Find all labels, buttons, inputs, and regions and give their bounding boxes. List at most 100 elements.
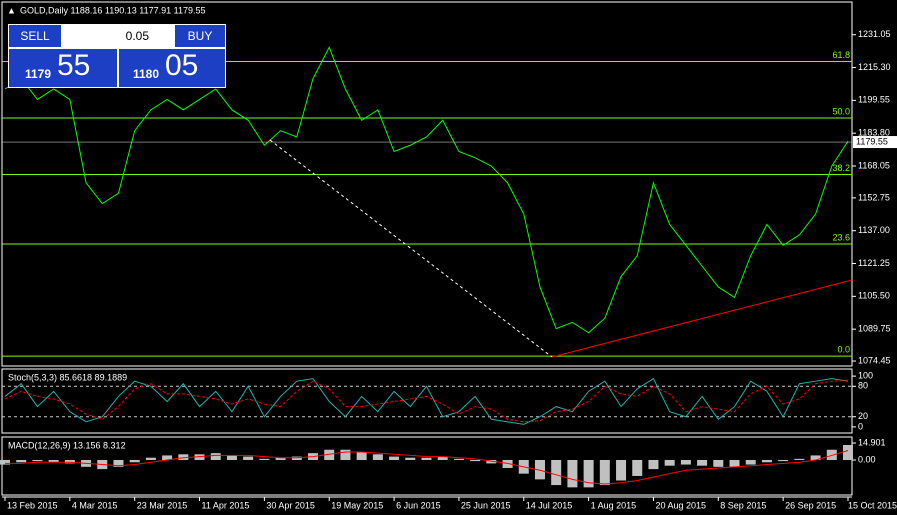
lot-input[interactable]: 0.05 [63, 25, 173, 47]
y-tick-label: 1152.75 [858, 192, 890, 202]
histogram-bar [48, 459, 59, 463]
histogram-bar [761, 459, 772, 463]
histogram-bar [16, 459, 27, 463]
histogram-bar [291, 456, 302, 460]
lot-value: 0.05 [125, 29, 149, 43]
y-tick-label: 1215.30 [858, 62, 891, 72]
x-tick-label: 1 Aug 2015 [591, 500, 637, 510]
histogram-bar [664, 459, 675, 466]
fib-label: 61.8 [832, 50, 850, 60]
y-tick-label: 14.901 [858, 437, 886, 447]
y-tick-label: 0 [858, 421, 863, 431]
histogram-bar [340, 449, 351, 460]
bid-small: 55 [57, 49, 91, 82]
y-tick-label: 1199.55 [858, 95, 890, 105]
fib-label: 50.0 [832, 106, 850, 116]
histogram-bar [502, 459, 513, 468]
series-line [5, 450, 849, 485]
y-tick-label: 1137.00 [858, 225, 890, 235]
y-tick-label: 1168.05 [858, 160, 890, 170]
histogram-bar [275, 457, 286, 460]
histogram-bar [259, 458, 270, 460]
histogram-bar [729, 459, 740, 467]
histogram-bar [194, 454, 205, 460]
y-tick-label: 1231.05 [858, 29, 891, 39]
price-tag [853, 136, 897, 149]
histogram-bar [778, 459, 789, 462]
histogram-bar [113, 459, 124, 467]
histogram-bar [0, 459, 10, 465]
y-tick-label: 1074.45 [858, 355, 891, 365]
y-tick-label: 1121.25 [858, 258, 890, 268]
fib-label: 23.6 [832, 232, 850, 242]
buy-button[interactable]: BUY [175, 25, 225, 47]
histogram-bar [64, 459, 75, 464]
histogram-bar [421, 457, 432, 460]
fib-label: 0.0 [837, 345, 850, 355]
histogram-bar [648, 459, 659, 470]
histogram-bar [145, 457, 156, 460]
histogram-bar [226, 455, 237, 460]
y-tick-label: 1183.80 [858, 128, 890, 138]
histogram-bar [32, 459, 43, 462]
histogram-bar [178, 454, 189, 460]
histogram-bar [470, 459, 481, 462]
histogram-bar [372, 454, 383, 460]
histogram-bar [567, 459, 578, 488]
ask-small: 05 [165, 49, 199, 82]
histogram-bar [794, 458, 805, 460]
histogram-bar [697, 459, 708, 466]
trend-line [551, 279, 853, 358]
panel-frame [1, 436, 853, 496]
x-tick-label: 19 May 2015 [331, 500, 383, 510]
histogram-bar [405, 457, 416, 460]
histogram-bar [356, 452, 367, 460]
series-line [4, 46, 849, 334]
x-tick-label: 23 Mar 2015 [137, 500, 188, 510]
bid-big: 1179 [25, 67, 52, 81]
trade-panel: SELL 0.05 BUY 1179 55 1180 05 [8, 24, 226, 88]
histogram-bar [551, 459, 562, 486]
x-tick-label: 8 Sep 2015 [720, 500, 766, 510]
x-tick-label: 30 Apr 2015 [266, 500, 315, 510]
histogram-bar [843, 444, 853, 460]
histogram-bar [486, 459, 497, 464]
histogram-bar [389, 456, 400, 460]
x-tick-label: 11 Apr 2015 [202, 500, 250, 510]
histogram-bar [129, 459, 140, 463]
y-tick-label: 1105.50 [858, 291, 890, 301]
y-tick-label: 100 [858, 370, 873, 380]
histogram-bar [826, 449, 837, 460]
x-tick-label: 13 Feb 2015 [7, 500, 58, 510]
series-line [4, 379, 849, 423]
x-tick-label: 20 Aug 2015 [655, 500, 706, 510]
x-tick-label: 6 Jun 2015 [396, 500, 441, 510]
series-line [4, 377, 849, 425]
panel-frame [1, 1, 853, 367]
histogram-bar [810, 455, 821, 460]
histogram-bar [534, 459, 545, 480]
x-tick-label: 25 Jun 2015 [461, 500, 511, 510]
x-tick-label: 14 Jul 2015 [526, 500, 573, 510]
histogram-bar [616, 459, 627, 481]
panel-title: Stoch(5,3,3) 85.6618 89.1889 [8, 372, 127, 382]
x-tick-label: 15 Oct 2015 [848, 500, 897, 510]
ask-box[interactable]: 1180 05 [119, 49, 225, 87]
histogram-bar [583, 459, 594, 488]
histogram-bar [680, 459, 691, 465]
panel-title: MACD(12,26,9) 13.156 8.312 [8, 440, 126, 450]
x-tick-label: 26 Sep 2015 [785, 500, 836, 510]
histogram-bar [437, 456, 448, 460]
histogram-bar [745, 459, 756, 465]
trend-line [269, 139, 553, 358]
fib-label: 38.2 [832, 163, 850, 173]
histogram-bar [632, 459, 643, 476]
sell-button[interactable]: SELL [9, 25, 61, 47]
panel-title: GOLD,Daily 1188.16 1190.13 1177.91 1179.… [20, 5, 205, 15]
histogram-bar [162, 455, 173, 460]
y-tick-label: 20 [858, 411, 868, 421]
bid-box[interactable]: 1179 55 [9, 49, 117, 87]
y-tick-label: 1089.75 [858, 324, 891, 334]
y-tick-label: 80 [858, 381, 868, 391]
